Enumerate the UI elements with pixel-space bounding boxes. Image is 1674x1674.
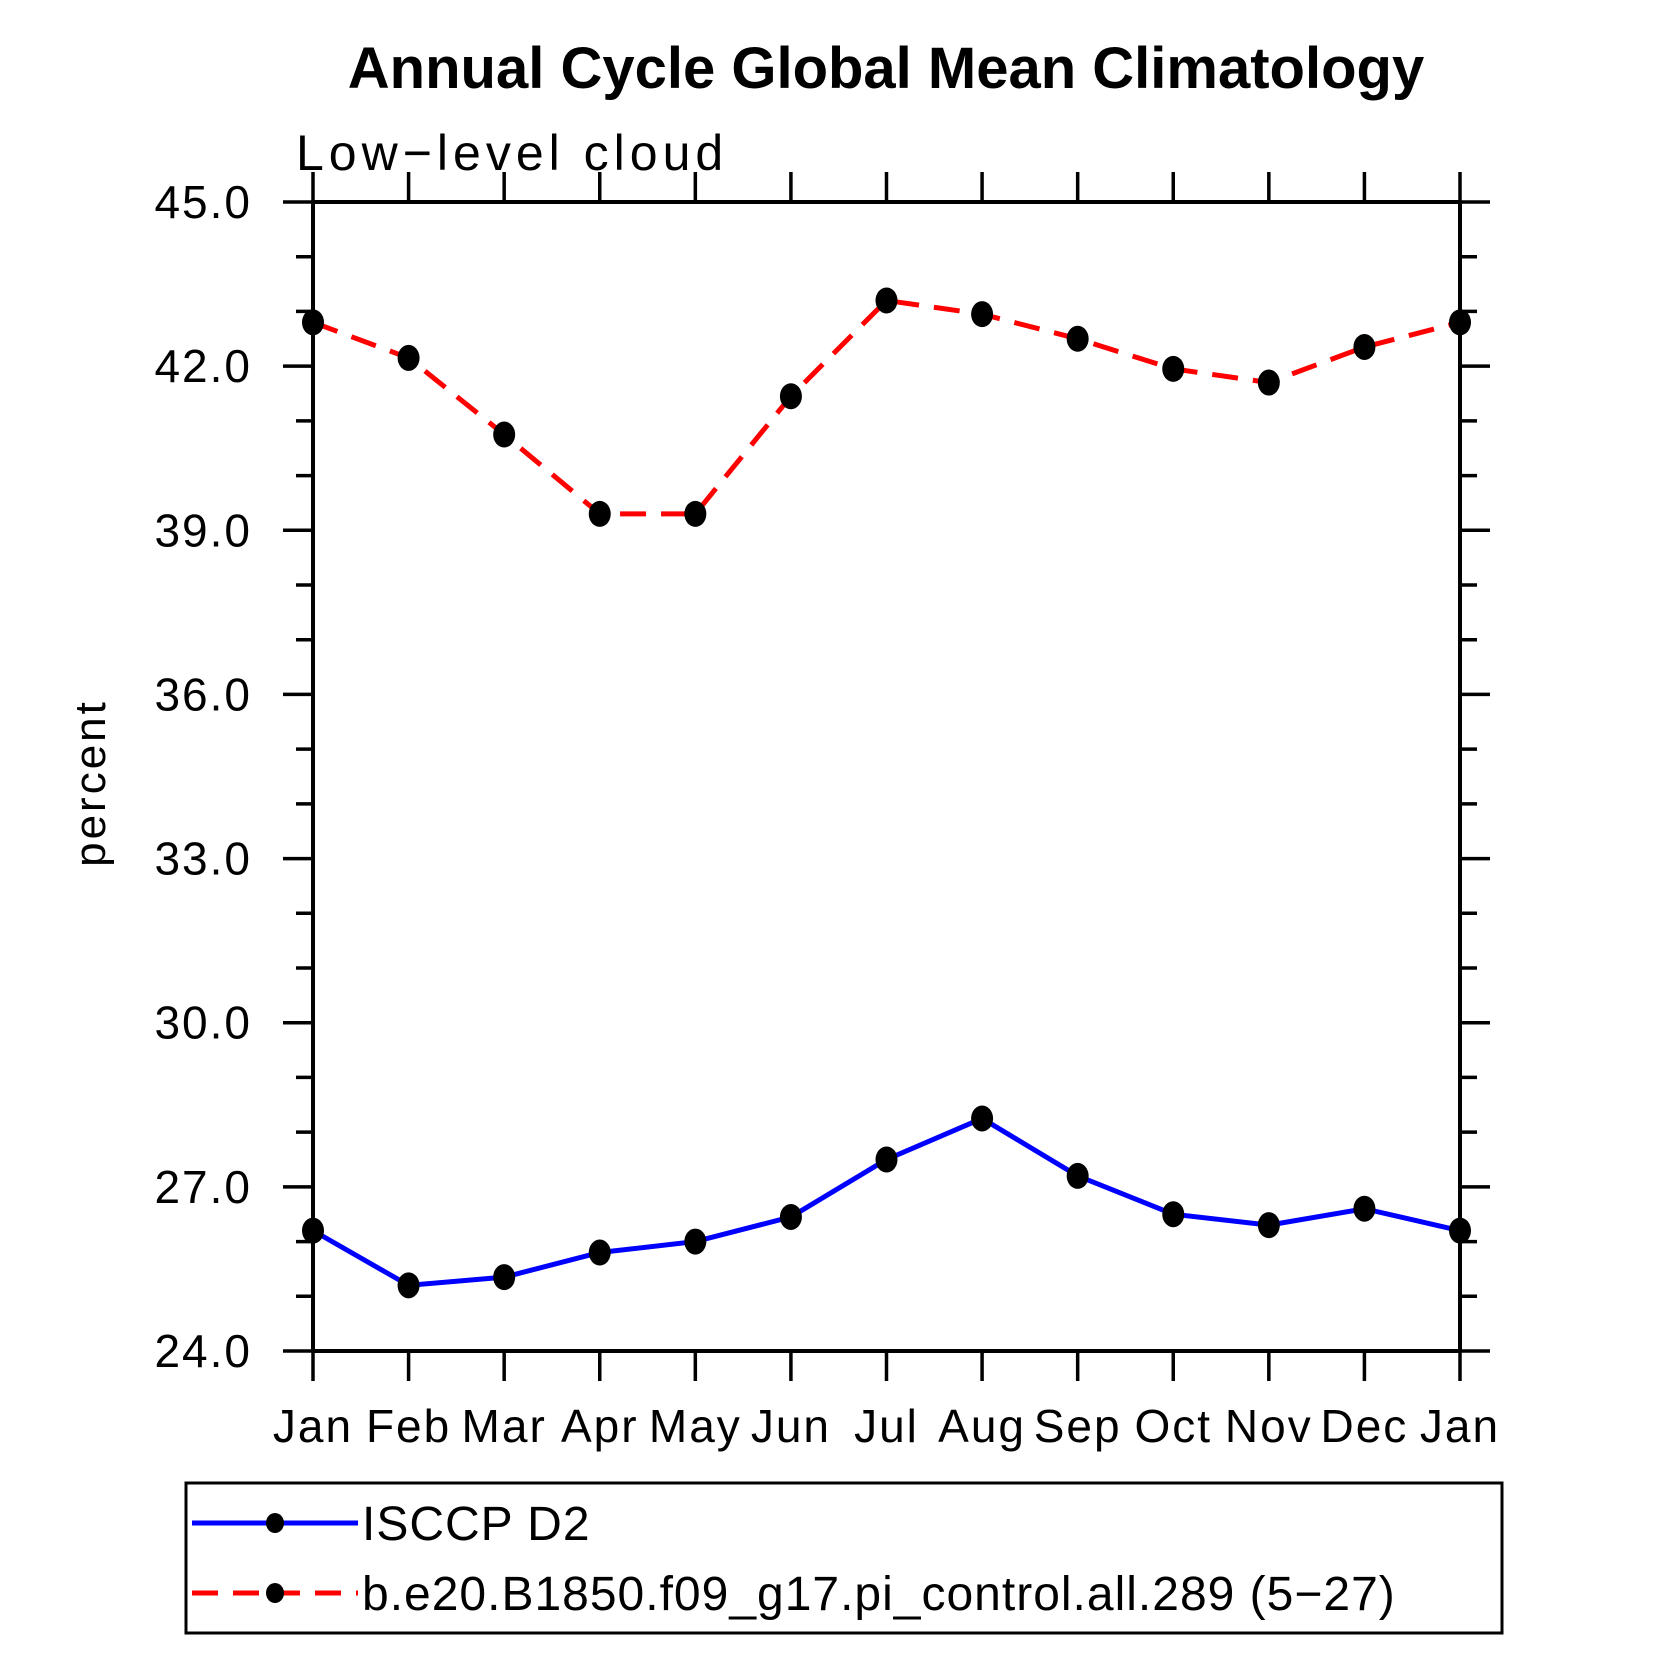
data-point-marker — [971, 301, 994, 328]
chart-subtitle: Low−level cloud — [296, 125, 728, 181]
series-line-isccp-d2 — [311, 1115, 1461, 1288]
legend-box — [184, 1481, 1504, 1635]
series-line-model-run — [312, 297, 1461, 517]
data-point-marker — [493, 1264, 516, 1291]
data-point-marker — [588, 1239, 611, 1266]
y-tick-label: 24.0 — [154, 1325, 252, 1377]
x-tick-label: Jan — [273, 1400, 353, 1452]
x-tick-label: Jun — [751, 1400, 831, 1452]
x-tick-label: Oct — [1134, 1400, 1212, 1452]
y-tick-label: 39.0 — [154, 504, 252, 556]
legend-sample-isccp-d2-marker — [266, 1513, 284, 1533]
x-tick-label: Nov — [1225, 1400, 1313, 1452]
data-point-marker — [684, 1228, 707, 1255]
x-tick-label: Mar — [462, 1400, 547, 1452]
data-point-marker — [1257, 1212, 1280, 1239]
data-point-marker — [302, 309, 324, 336]
x-tick-label: Apr — [561, 1400, 639, 1452]
legend-sample-model-run-marker — [266, 1583, 284, 1603]
x-tick-label: Jan — [1420, 1400, 1500, 1452]
data-point-marker — [1353, 333, 1376, 360]
y-tick-label: 33.0 — [154, 833, 252, 885]
data-point-marker — [1066, 1162, 1089, 1189]
data-point-marker — [397, 1272, 420, 1299]
data-point-marker — [1353, 1195, 1376, 1222]
data-point-marker — [588, 500, 611, 527]
data-point-marker — [779, 1203, 802, 1230]
data-point-marker — [1162, 355, 1185, 382]
data-point-marker — [971, 1105, 994, 1132]
data-point-marker — [1162, 1201, 1185, 1228]
x-tick-label: May — [649, 1400, 742, 1452]
y-tick-label: 42.0 — [154, 340, 252, 392]
data-point-marker — [493, 421, 516, 448]
y-tick-label: 30.0 — [154, 997, 252, 1049]
x-tick-label: Dec — [1321, 1400, 1409, 1452]
y-tick-label: 27.0 — [154, 1161, 252, 1213]
x-tick-label: Jul — [854, 1400, 919, 1452]
x-tick-label: Aug — [938, 1400, 1026, 1452]
data-point-marker — [1449, 309, 1471, 336]
data-point-marker — [779, 383, 802, 410]
data-point-marker — [1066, 325, 1089, 352]
data-point-marker — [684, 500, 707, 527]
data-point-marker — [397, 344, 420, 371]
data-point-marker — [1449, 1217, 1471, 1244]
data-point-marker — [1257, 369, 1280, 396]
data-point-marker — [302, 1217, 324, 1244]
y-axis-label: percent — [66, 699, 115, 867]
data-point-marker — [875, 287, 898, 314]
data-point-marker — [875, 1146, 898, 1173]
y-tick-label: 45.0 — [154, 176, 252, 228]
legend-label-isccp-d2: ISCCP D2 — [362, 1498, 591, 1551]
chart-title: Annual Cycle Global Mean Climatology — [348, 36, 1424, 101]
legend-label-model-run: b.e20.B1850.f09_g17.pi_control.all.289 (… — [362, 1568, 1396, 1621]
chart-generated-layer: Jan Feb Mar Apr May Jun Jul Aug Sep Oct Nov Dec Jan2… — [154, 172, 1504, 1635]
x-tick-label: Feb — [366, 1400, 451, 1452]
y-tick-label: 36.0 — [154, 668, 252, 720]
x-tick-label: Sep — [1034, 1400, 1122, 1452]
